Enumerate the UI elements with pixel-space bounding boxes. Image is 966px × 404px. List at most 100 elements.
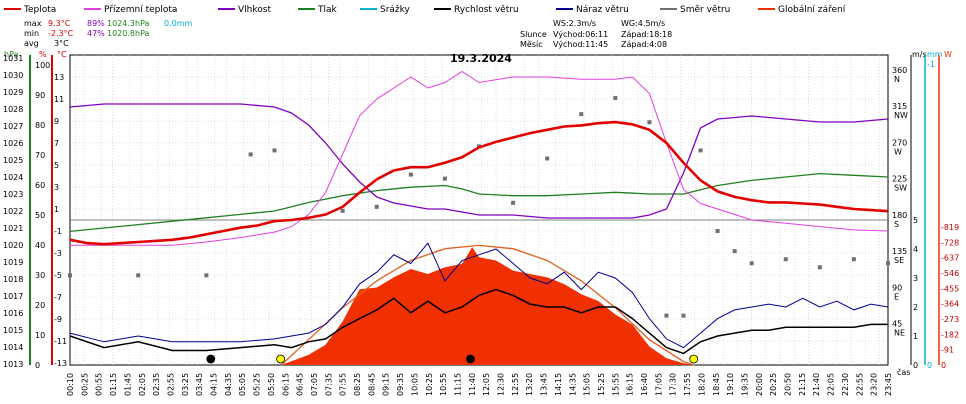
time-tick-label: 07:55 bbox=[339, 373, 348, 396]
wind-direction-point bbox=[681, 313, 686, 318]
time-tick-label: 20:00 bbox=[755, 373, 764, 396]
sun-moon-marker bbox=[276, 354, 286, 364]
wind-direction-point bbox=[136, 273, 141, 278]
humidity-tick: 90 bbox=[35, 91, 45, 100]
time-tick-label: 07:35 bbox=[324, 373, 333, 396]
time-tick-label: 02:35 bbox=[152, 373, 161, 396]
pressure-tick: 1015 bbox=[3, 326, 23, 335]
legend-label: Přízemní teplota bbox=[104, 5, 177, 15]
wind-direction-point bbox=[408, 172, 413, 177]
legend-label: Tlak bbox=[317, 5, 338, 15]
temperature-tick: 5 bbox=[54, 161, 59, 170]
chart-title: 19.3.2024 bbox=[450, 52, 512, 65]
wind-direction-name: SW bbox=[894, 184, 907, 193]
time-tick-label: 15:55 bbox=[611, 373, 620, 396]
wind-direction-tick: 270 bbox=[892, 138, 907, 147]
stats-max-temp: 9.3°C bbox=[48, 19, 71, 28]
time-tick-label: 03:25 bbox=[181, 373, 190, 396]
sun-moon-marker bbox=[466, 354, 475, 364]
temperature-tick: 1 bbox=[54, 205, 59, 214]
pressure-tick: 1022 bbox=[3, 207, 23, 216]
radiation-tick: -455 bbox=[941, 284, 959, 293]
stats-block: max 9.3°C 89% 1024.3hPa 0.0mm min -2.3°C 47% 102… bbox=[24, 19, 193, 48]
humidity-tick: 80 bbox=[35, 121, 45, 130]
temperature-tick: -13 bbox=[54, 359, 67, 368]
humidity-tick: 30 bbox=[35, 271, 45, 280]
pressure-tick: 1014 bbox=[3, 343, 23, 352]
info-ws: WS:2.3m/s bbox=[553, 19, 596, 28]
pressure-axis-title: hPa bbox=[4, 50, 19, 59]
wind-direction-tick: 45 bbox=[892, 320, 902, 329]
wind-direction-series bbox=[68, 96, 890, 318]
legend-label: Vlhkost bbox=[238, 5, 271, 15]
humidity-axis-title: % bbox=[39, 50, 47, 59]
temperature-tick: 3 bbox=[54, 183, 59, 192]
time-tick-label: 07:05 bbox=[310, 373, 319, 396]
humidity-tick: 40 bbox=[35, 241, 45, 250]
pressure-tick: 1028 bbox=[3, 105, 23, 114]
legend-label: Rychlost větru bbox=[454, 5, 519, 15]
temperature-axis-title: °C bbox=[57, 50, 67, 59]
rain-tick: -1 bbox=[927, 60, 935, 69]
wind-speed-line bbox=[69, 288, 888, 355]
rain-axis-title: mm bbox=[927, 50, 943, 59]
time-tick-label: 00:10 bbox=[66, 373, 75, 396]
wind-direction-tick: 135 bbox=[892, 247, 907, 256]
time-tick-label: 12:55 bbox=[511, 373, 520, 396]
temperature-tick: -7 bbox=[54, 293, 62, 302]
pressure-tick: 1019 bbox=[3, 258, 23, 267]
stats-min-label: min bbox=[24, 29, 39, 38]
stats-max-label: max bbox=[24, 19, 42, 28]
time-tick-label: 05:25 bbox=[253, 373, 262, 396]
radiation-tick: -182 bbox=[941, 330, 959, 339]
radiation-area bbox=[281, 247, 694, 365]
time-tick-label: 17:30 bbox=[669, 373, 678, 396]
wind-gust-line bbox=[69, 242, 889, 349]
time-tick-label: 14:35 bbox=[568, 373, 577, 396]
wind-direction-point bbox=[511, 200, 516, 205]
wind-direction-name: W bbox=[894, 147, 902, 156]
time-tick-label: 09:35 bbox=[396, 373, 405, 396]
wind-direction-point bbox=[851, 257, 856, 262]
legend-label: Teplota bbox=[23, 5, 56, 15]
time-tick-label: 03:45 bbox=[195, 373, 204, 396]
temperature-tick: 9 bbox=[54, 117, 59, 126]
info-moon-label: Měsíc bbox=[520, 40, 543, 49]
wind-direction-point bbox=[545, 156, 550, 161]
stats-min-press: 1020.8hPa bbox=[107, 29, 150, 38]
stats-max-press: 1024.3hPa bbox=[107, 19, 150, 28]
legend: Teplota Přízemní teplota Vlhkost Tlak Srážky… bbox=[4, 5, 846, 15]
humidity-tick: 0 bbox=[35, 361, 40, 370]
time-tick-label: 14:15 bbox=[554, 373, 563, 396]
radiation-tick: -728 bbox=[941, 238, 959, 247]
temperature-tick: -11 bbox=[54, 337, 67, 346]
pressure-tick: 1030 bbox=[3, 71, 23, 80]
time-tick-label: 00:25 bbox=[80, 373, 89, 396]
wind-speed-tick: 3 bbox=[913, 274, 918, 283]
time-tick-label: 15:25 bbox=[597, 373, 606, 396]
humidity-tick: 60 bbox=[35, 181, 45, 190]
wind-speed-tick: 2 bbox=[913, 303, 918, 312]
pressure-tick: 1024 bbox=[3, 173, 23, 182]
time-tick-label: 19:35 bbox=[741, 373, 750, 396]
wind-direction-point bbox=[248, 152, 253, 157]
time-tick-label: 05:50 bbox=[267, 373, 276, 396]
humidity-line bbox=[69, 103, 889, 219]
time-tick-label: 23:45 bbox=[884, 373, 893, 396]
stats-avg-label: avg bbox=[24, 39, 39, 48]
wind-direction-name: E bbox=[894, 292, 899, 301]
wind-direction-point bbox=[886, 261, 890, 266]
pressure-tick: 1016 bbox=[3, 309, 23, 318]
info-sun-label: Slunce bbox=[520, 30, 547, 39]
wind-direction-tick: 360 bbox=[892, 66, 907, 75]
time-tick-label: 08:25 bbox=[353, 373, 362, 396]
wind-direction-point bbox=[340, 208, 345, 213]
radiation-tick: -546 bbox=[941, 269, 959, 278]
info-moon-rise: Východ:11:45 bbox=[553, 40, 608, 49]
time-tick-label: 22:55 bbox=[855, 373, 864, 396]
time-tick-label: 02:55 bbox=[167, 373, 176, 396]
time-tick-label: 22:05 bbox=[827, 373, 836, 396]
stats-avg-temp: 3°C bbox=[54, 39, 69, 48]
radiation-theoretical-line bbox=[280, 244, 694, 366]
wind-direction-point bbox=[68, 273, 72, 278]
